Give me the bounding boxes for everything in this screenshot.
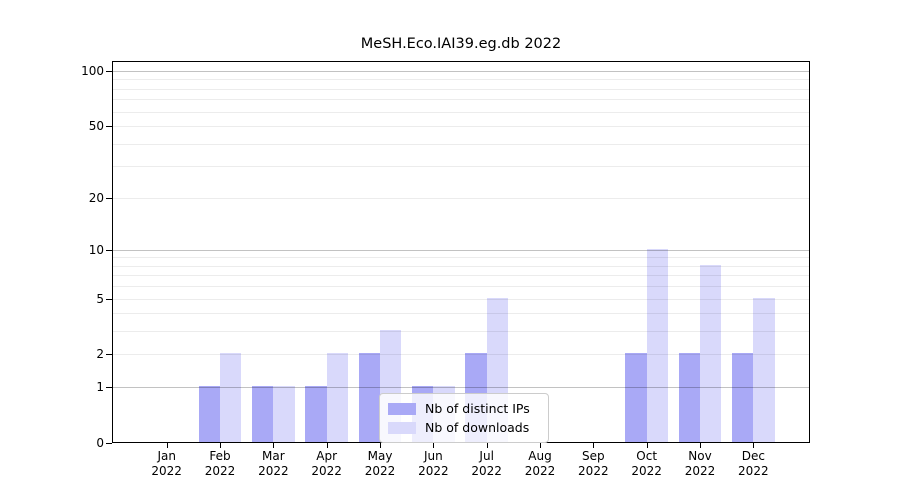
legend: Nb of distinct IPs Nb of downloads [379, 393, 549, 443]
gridline-6 [113, 286, 809, 288]
gridline-40 [113, 143, 809, 145]
y-tick-label-1: 1 [96, 380, 104, 395]
x-tick-mark-dec [753, 443, 755, 448]
x-tick-label-mar: Mar 2022 [258, 449, 289, 478]
y-tick-mark-50 [106, 126, 112, 128]
gridline-60 [113, 111, 809, 113]
gridline-10 [113, 249, 809, 251]
legend-swatch-distinct-ips-icon [388, 402, 416, 415]
gridline-30 [113, 166, 809, 168]
x-tick-mark-jan [166, 443, 168, 448]
gridline-9 [113, 257, 809, 259]
bar-downloads-feb [220, 353, 242, 442]
gridline-3 [113, 331, 809, 333]
y-tick-label-100: 100 [81, 64, 104, 78]
y-tick-mark-2 [106, 354, 112, 356]
x-tick-label-apr: Apr 2022 [311, 449, 342, 478]
bar-distinct-ips-dec [732, 353, 754, 442]
gridline-4 [113, 313, 809, 315]
legend-label-downloads: Nb of downloads [425, 420, 530, 435]
x-tick-label-nov: Nov 2022 [684, 449, 716, 478]
bar-downloads-nov [700, 264, 722, 442]
x-tick-label-jan: Jan 2022 [151, 449, 182, 478]
bar-distinct-ips-may [358, 353, 381, 442]
x-tick-mark-aug [540, 443, 541, 448]
legend-entry-distinct-ips: Nb of distinct IPs [388, 399, 540, 418]
bar-downloads-dec [753, 297, 775, 442]
x-tick-label-jul: Jul 2022 [471, 449, 502, 478]
bar-downloads-mar [273, 386, 295, 442]
chart-title: MeSH.Eco.IAI39.eg.db 2022 [360, 36, 562, 52]
y-tick-label-0: 0 [96, 436, 104, 450]
x-tick-mark-may [380, 443, 382, 448]
gridline-2 [113, 354, 809, 356]
gridline-80 [113, 88, 809, 90]
x-tick-mark-feb [220, 443, 222, 448]
bar-downloads-apr [326, 353, 348, 442]
y-tick-label-5: 5 [96, 291, 104, 306]
legend-entry-downloads: Nb of downloads [388, 418, 540, 437]
y-tick-label-10: 10 [88, 242, 104, 257]
y-tick-mark-100 [106, 71, 112, 72]
gridline-20 [113, 197, 809, 199]
x-tick-mark-sep [593, 443, 595, 448]
x-tick-label-oct: Oct 2022 [631, 449, 662, 478]
y-tick-mark-1 [106, 387, 112, 389]
x-tick-mark-apr [326, 443, 328, 448]
bar-distinct-ips-mar [252, 386, 274, 442]
y-tick-label-20: 20 [88, 190, 104, 205]
gridline-70 [113, 99, 809, 101]
bar-distinct-ips-nov [678, 353, 700, 442]
bar-distinct-ips-feb [198, 386, 221, 442]
bar-distinct-ips-oct [625, 353, 647, 442]
x-tick-mark-oct [646, 443, 648, 448]
x-tick-mark-nov [700, 443, 701, 448]
gridline-90 [113, 79, 809, 81]
y-tick-mark-0 [106, 443, 112, 444]
legend-swatch-downloads-icon [388, 421, 416, 434]
x-tick-label-sep: Sep 2022 [578, 449, 609, 478]
y-tick-label-2: 2 [96, 347, 104, 362]
gridline-7 [113, 275, 809, 277]
y-tick-mark-5 [106, 298, 112, 300]
plot-area: Nb of distinct IPs Nb of downloads [112, 61, 810, 443]
y-tick-mark-20 [106, 197, 112, 199]
gridline-5 [113, 298, 809, 300]
legend-label-distinct-ips: Nb of distinct IPs [425, 401, 530, 416]
y-tick-label-50: 50 [88, 119, 104, 134]
y-tick-mark-10 [106, 249, 112, 251]
x-tick-label-may: May 2022 [364, 449, 396, 478]
gridline-8 [113, 265, 809, 267]
gridline-1 [113, 387, 809, 389]
bar-distinct-ips-apr [305, 386, 327, 442]
gridline-100 [113, 71, 809, 72]
gridline-50 [113, 126, 809, 128]
x-tick-label-aug: Aug 2022 [524, 449, 556, 478]
x-tick-mark-jun [433, 443, 435, 448]
x-tick-label-dec: Dec 2022 [738, 449, 769, 478]
bar-downloads-oct [646, 248, 668, 442]
x-tick-mark-jul [486, 443, 488, 448]
x-tick-mark-mar [273, 443, 275, 448]
x-tick-label-jun: Jun 2022 [418, 449, 449, 478]
x-tick-label-feb: Feb 2022 [204, 449, 236, 478]
